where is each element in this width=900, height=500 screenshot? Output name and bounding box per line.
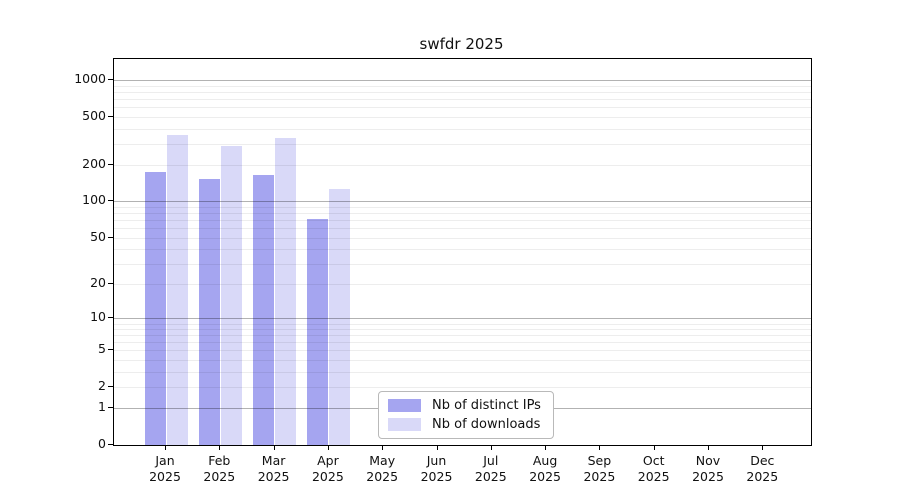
- x-tick-dec: [762, 445, 764, 450]
- legend-label-downloads: Nb of downloads: [432, 417, 541, 432]
- x-tick-jan: [165, 445, 166, 450]
- x-tick-label-jan: Jan 2025: [149, 453, 181, 484]
- legend-item-distinct-ips: Nb of distinct IPs: [388, 398, 541, 413]
- bar-downloads-jan: [166, 135, 188, 445]
- x-tick-oct: [653, 445, 655, 450]
- gridline-minor-900: [114, 86, 811, 87]
- x-tick-label-dec: Dec 2025: [746, 453, 779, 484]
- gridline-major-1000: [114, 80, 811, 82]
- bar-downloads-mar: [275, 138, 297, 445]
- y-tick-label-5: 5: [98, 341, 106, 357]
- y-tick-label-0: 0: [98, 436, 106, 451]
- x-tick-label-nov: Nov 2025: [692, 453, 724, 484]
- y-tick-label-2: 2: [98, 378, 106, 394]
- y-tick-label-10: 10: [90, 309, 106, 325]
- bar-downloads-apr: [329, 189, 351, 445]
- legend: Nb of distinct IPs Nb of downloads: [378, 391, 554, 439]
- gridline-minor-300: [114, 143, 811, 145]
- y-tick-200: [108, 164, 113, 166]
- bar-distinct-ips-apr: [307, 219, 329, 445]
- x-tick-mar: [273, 445, 275, 450]
- x-tick-label-mar: Mar 2025: [257, 453, 290, 484]
- x-tick-apr: [327, 445, 329, 450]
- x-tick-label-apr: Apr 2025: [311, 453, 344, 484]
- x-tick-label-jul: Jul 2025: [474, 453, 507, 484]
- legend-item-downloads: Nb of downloads: [388, 417, 541, 432]
- y-tick-1000: [108, 79, 113, 81]
- y-tick-label-200: 200: [82, 156, 106, 172]
- bar-distinct-ips-jan: [144, 172, 166, 445]
- legend-swatch-distinct-ips: [388, 399, 421, 412]
- y-tick-100: [108, 200, 113, 202]
- gridline-minor-700: [114, 99, 811, 101]
- y-tick-20: [108, 283, 113, 285]
- y-tick-label-50: 50: [90, 228, 106, 244]
- y-tick-500: [108, 115, 113, 117]
- gridline-minor-400: [114, 128, 811, 130]
- gridline-minor-200: [114, 165, 811, 167]
- y-tick-label-100: 100: [82, 192, 106, 208]
- legend-swatch-downloads: [388, 418, 421, 431]
- y-tick-label-500: 500: [82, 107, 106, 123]
- legend-label-distinct-ips: Nb of distinct IPs: [432, 398, 541, 413]
- x-tick-label-feb: Feb 2025: [203, 453, 236, 484]
- gridline-minor-500: [114, 116, 811, 118]
- x-tick-aug: [545, 445, 547, 450]
- gridline-minor-600: [114, 107, 811, 109]
- y-tick-label-20: 20: [90, 275, 106, 291]
- y-tick-2: [108, 386, 113, 388]
- gridline-minor-800: [114, 92, 811, 94]
- x-tick-may: [382, 445, 384, 450]
- x-tick-sep: [599, 445, 601, 450]
- x-tick-label-aug: Aug 2025: [529, 453, 561, 484]
- x-tick-label-oct: Oct 2025: [637, 453, 670, 484]
- x-tick-label-sep: Sep 2025: [583, 453, 616, 484]
- y-tick-0: [108, 444, 113, 445]
- y-tick-1: [108, 407, 113, 409]
- y-tick-label-1: 1: [98, 399, 106, 415]
- x-tick-label-jun: Jun 2025: [420, 453, 453, 484]
- x-tick-jul: [490, 445, 492, 450]
- bar-downloads-feb: [220, 145, 242, 445]
- x-tick-feb: [219, 445, 221, 450]
- bar-distinct-ips-feb: [198, 179, 220, 445]
- x-tick-nov: [708, 445, 709, 450]
- y-tick-label-1000: 1000: [74, 71, 106, 87]
- y-tick-5: [108, 349, 113, 351]
- chart-title: swfdr 2025: [419, 35, 504, 53]
- bar-distinct-ips-mar: [253, 175, 275, 445]
- plot-area: [113, 58, 812, 446]
- y-tick-10: [108, 317, 113, 319]
- y-tick-50: [108, 236, 113, 238]
- x-tick-label-may: May 2025: [366, 453, 399, 484]
- x-tick-jun: [436, 445, 438, 450]
